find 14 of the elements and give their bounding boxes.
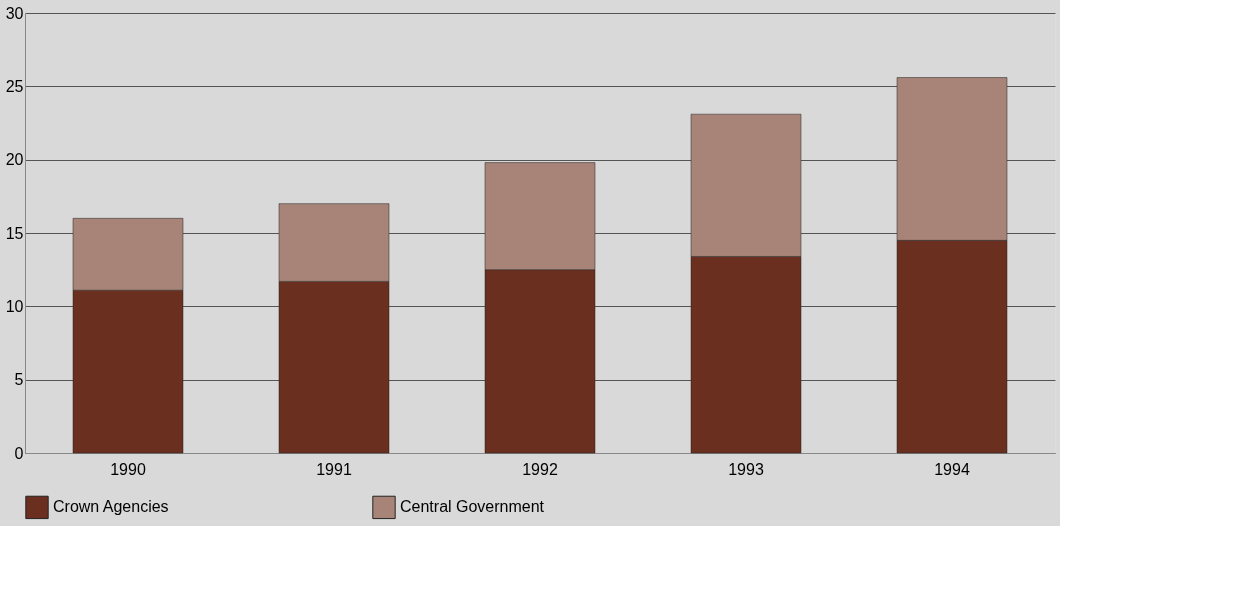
y-tick-label: 25 xyxy=(5,77,24,95)
y-tick-label: 5 xyxy=(14,371,24,389)
x-tick-label: 1991 xyxy=(316,460,352,478)
x-tick-label: 1992 xyxy=(522,460,558,478)
y-tick-label: 10 xyxy=(5,297,24,315)
legend-label: Crown Agencies xyxy=(53,498,169,516)
x-tick-label: 1994 xyxy=(934,460,970,478)
y-tick-label: 20 xyxy=(5,151,24,169)
x-tick-label: 1990 xyxy=(110,460,146,478)
y-tick-label: 15 xyxy=(5,224,24,242)
y-tick-label: 0 xyxy=(14,444,24,462)
legend-label: Central Government xyxy=(400,498,545,516)
y-tick-label: 30 xyxy=(5,4,24,22)
x-tick-label: 1993 xyxy=(728,460,764,478)
